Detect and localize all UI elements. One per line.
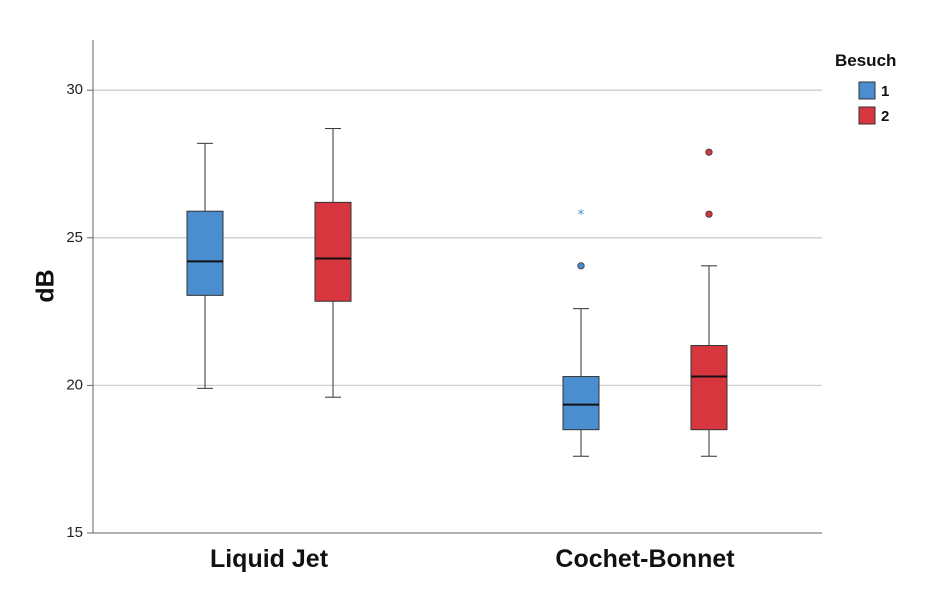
category-labels: Liquid Jet Cochet-Bonnet — [210, 545, 735, 573]
axes — [92, 40, 822, 534]
category-label-0: Liquid Jet — [210, 545, 329, 573]
legend-swatch-2 — [858, 106, 876, 125]
box-1-1: * — [562, 208, 600, 457]
iqr-box — [314, 201, 352, 302]
y-tick-label-15: 15 — [66, 524, 83, 541]
iqr-box — [186, 210, 224, 296]
outlier-point-1 — [705, 148, 713, 156]
y-tick-label-20: 20 — [66, 376, 83, 393]
legend-items: 12 — [858, 81, 889, 125]
iqr-box — [690, 345, 728, 431]
y-tick-label-25: 25 — [66, 229, 83, 246]
box-2-1 — [690, 148, 728, 457]
legend[interactable]: Besuch 12 — [835, 51, 896, 125]
y-tick-label-30: 30 — [66, 81, 83, 98]
y-tick-labels: 15 20 25 30 — [66, 81, 93, 541]
legend-label-2: 2 — [881, 108, 889, 125]
outlier-point-0 — [577, 262, 585, 270]
iqr-box — [562, 376, 600, 431]
outlier-point-0 — [705, 210, 713, 218]
category-label-1: Cochet-Bonnet — [555, 545, 735, 573]
box-series: * — [186, 128, 728, 457]
legend-label-1: 1 — [881, 83, 889, 100]
extreme-point-0: * — [578, 208, 585, 223]
legend-title: Besuch — [835, 51, 896, 70]
box-2-0 — [314, 128, 352, 398]
box-1-0 — [186, 142, 224, 389]
y-axis-title: dB — [32, 269, 60, 302]
legend-swatch-1 — [858, 81, 876, 100]
